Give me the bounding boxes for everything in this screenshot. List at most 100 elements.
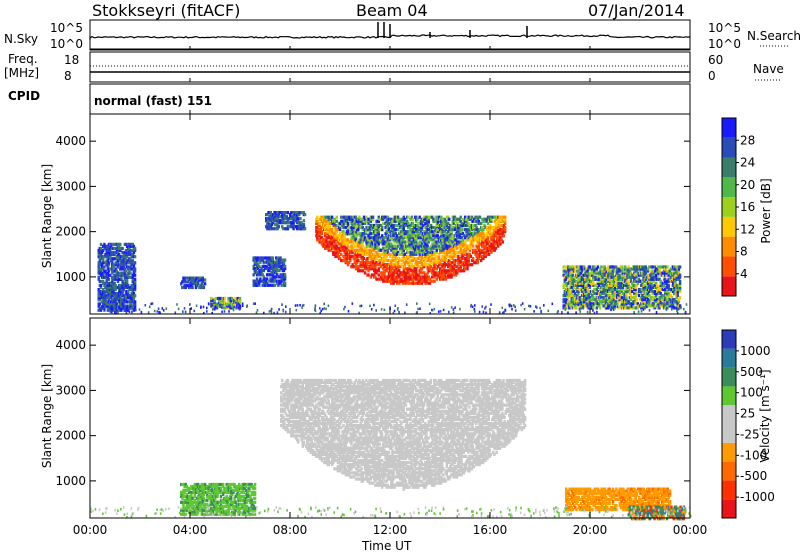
power-echo-cell [425, 232, 428, 236]
power-echo-cell [458, 244, 461, 248]
power-echo-cell [226, 306, 229, 310]
power-echo-cell [130, 261, 133, 265]
power-echo-cell [357, 267, 360, 271]
power-echo-cell [106, 302, 109, 306]
power-clutter-cell [375, 309, 377, 312]
power-echo-cell [276, 266, 279, 271]
power-echo-cell [628, 302, 632, 306]
power-echo-cell [443, 230, 446, 234]
power-echo-cell [672, 273, 675, 277]
power-echo-cell [128, 269, 131, 273]
power-echo-cell [362, 234, 366, 238]
power-echo-cell [475, 219, 478, 223]
power-echo-cell [402, 234, 405, 238]
power-echo-cell [376, 263, 379, 267]
power-echo-cell [651, 289, 654, 294]
power-echo-cell [368, 252, 371, 256]
power-echo-cell [338, 225, 342, 230]
power-echo-cell [124, 263, 128, 267]
power-echo-cell [125, 300, 129, 304]
power-echo-cell [465, 228, 468, 232]
power-echo-cell [460, 223, 463, 228]
power-echo-cell [411, 223, 415, 228]
power-echo-cell [363, 267, 367, 271]
power-clutter-cell [110, 306, 112, 310]
power-echo-cell [275, 213, 278, 217]
power-echo-cell [423, 250, 426, 254]
power-echo-cell [370, 228, 374, 232]
power-echo-cell [298, 223, 301, 227]
power-echo-cell [277, 256, 280, 260]
power-echo-cell [112, 275, 115, 279]
power-echo-cell [292, 223, 295, 227]
power-echo-cell [412, 250, 416, 254]
power-echo-cell [407, 223, 410, 228]
power-echo-cell [125, 277, 129, 281]
power-echo-cell [99, 308, 103, 312]
power-echo-cell [131, 285, 134, 290]
power-echo-cell [300, 223, 303, 227]
power-clutter-cell [575, 311, 577, 314]
power-echo-cell [230, 296, 234, 301]
power-echo-cell [131, 253, 134, 257]
power-echo-cell [374, 246, 377, 250]
power-echo-cell [351, 232, 354, 236]
power-echo-cell [662, 300, 666, 304]
power-echo-cell [358, 248, 361, 252]
power-echo-cell [271, 221, 275, 225]
power-echo-cell [448, 217, 451, 221]
power-clutter-cell [529, 305, 532, 308]
power-echo-cell [466, 267, 469, 271]
power-echo-cell [587, 273, 590, 277]
power-echo-cell [330, 228, 334, 232]
power-echo-cell [431, 254, 434, 258]
power-echo-cell [664, 304, 667, 308]
power-echo-cell [343, 250, 346, 254]
power-echo-cell [329, 248, 333, 252]
power-echo-cell [376, 244, 379, 248]
power-echo-cell [330, 238, 334, 242]
power-echo-cell [402, 269, 405, 273]
power-echo-cell [662, 269, 666, 273]
power-echo-cell [454, 244, 458, 248]
power-echo-cell [366, 263, 369, 267]
power-echo-cell [450, 223, 453, 228]
power-echo-cell [390, 271, 393, 275]
power-echo-cell [425, 225, 428, 230]
power-echo-cell [292, 225, 295, 229]
power-echo-cell [402, 254, 405, 258]
power-echo-cell [457, 242, 460, 246]
power-echo-cell [426, 271, 429, 275]
power-echo-cell [222, 306, 226, 310]
power-echo-cell [375, 256, 378, 261]
power-echo-cell [356, 250, 359, 254]
power-echo-cell [103, 292, 106, 296]
power-echo-cell [440, 277, 443, 281]
power-echo-cell [421, 234, 425, 238]
power-echo-cell [480, 221, 483, 225]
power-echo-cell [411, 279, 415, 283]
power-echo-cell [610, 285, 613, 289]
power-echo-cell [475, 215, 478, 219]
power-echo-cell [375, 236, 378, 240]
power-echo-cell [346, 242, 350, 246]
power-echo-cell [609, 269, 612, 273]
power-clutter-cell [540, 309, 542, 313]
power-echo-cell [259, 277, 262, 281]
power-echo-cell [382, 267, 385, 271]
power-echo-cell [373, 232, 376, 236]
power-echo-cell [673, 265, 676, 269]
power-echo-cell [672, 304, 675, 308]
power-echo-cell [389, 254, 392, 258]
power-echo-cell [128, 294, 131, 298]
power-echo-cell [121, 279, 124, 283]
power-echo-cell [120, 277, 123, 281]
power-echo-cell [421, 217, 425, 221]
power-clutter-cell [502, 311, 504, 315]
power-echo-cell [396, 269, 400, 273]
power-echo-cell [459, 258, 462, 263]
power-clutter-cell [417, 307, 419, 311]
power-echo-cell [278, 221, 282, 225]
power-echo-cell [615, 265, 618, 269]
power-echo-cell [106, 265, 109, 269]
